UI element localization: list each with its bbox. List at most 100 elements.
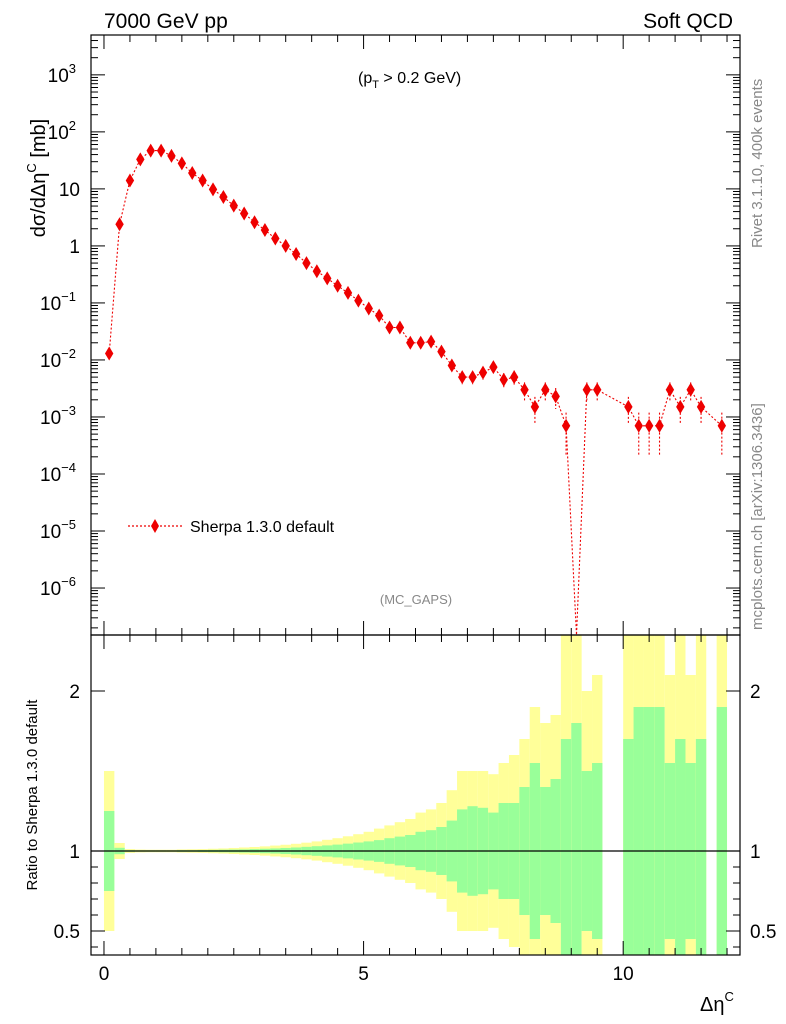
green-band-bin — [633, 707, 644, 955]
data-point — [541, 382, 550, 397]
data-point — [156, 143, 166, 158]
y-tick-label: 10−3 — [40, 403, 76, 429]
data-point — [530, 399, 540, 414]
data-point — [458, 370, 467, 385]
data-point — [250, 215, 259, 230]
x-tick-label: 0 — [99, 964, 110, 985]
data-point — [499, 372, 508, 387]
data-point — [665, 382, 675, 397]
legend-label: Sherpa 1.3.0 default — [190, 519, 335, 536]
header-right: Soft QCD — [643, 10, 733, 33]
y-tick-label: 10 — [59, 180, 80, 201]
data-point — [198, 173, 207, 188]
data-point — [717, 418, 727, 433]
data-point — [271, 231, 280, 246]
data-point — [489, 360, 498, 375]
data-point — [260, 223, 270, 238]
data-point — [686, 382, 695, 397]
y-tick-label: 10−6 — [40, 574, 76, 600]
rivet-version-label: Rivet 3.1.10, 400k events — [749, 79, 766, 248]
data-point — [125, 173, 135, 188]
green-band-bin — [623, 739, 634, 955]
green-band-bin — [560, 739, 572, 955]
y-tick-label: 103 — [48, 61, 76, 87]
data-point — [104, 346, 114, 361]
y-tick-label: 1 — [69, 237, 80, 258]
data-point — [188, 165, 197, 180]
green-band-bin — [654, 707, 665, 955]
data-point — [696, 399, 706, 414]
data-point — [136, 152, 145, 167]
data-point — [343, 285, 353, 300]
data-point — [281, 238, 290, 253]
cut-annotation: (pT > 0.2 GeV) — [358, 70, 461, 91]
y-tick-label: 10−4 — [40, 460, 76, 486]
x-tick-label: 5 — [358, 964, 369, 985]
data-point — [426, 334, 436, 349]
green-band-bin — [643, 707, 655, 955]
data-point — [385, 320, 394, 335]
y-tick-label: 10−1 — [40, 289, 76, 315]
data-point — [551, 389, 560, 404]
data-point — [509, 370, 519, 385]
data-point — [239, 206, 249, 221]
data-point — [364, 301, 373, 316]
data-point — [312, 264, 322, 279]
data-point — [447, 358, 457, 373]
data-point — [323, 271, 332, 286]
data-point — [115, 217, 124, 232]
data-point — [177, 156, 187, 171]
data-point — [676, 399, 685, 414]
data-point — [395, 320, 405, 335]
legend-marker — [151, 519, 159, 533]
data-point — [655, 418, 664, 433]
header-left: 7000 GeV pp — [104, 10, 228, 33]
ratio-y-tick-label: 0.5 — [54, 922, 80, 943]
data-point — [478, 365, 488, 380]
data-point — [229, 198, 238, 213]
data-point — [561, 418, 571, 433]
green-band-bin — [675, 739, 686, 955]
legend: Sherpa 1.3.0 default — [128, 519, 335, 536]
ratio-y-tick-label-right: 2 — [750, 682, 761, 703]
data-point — [291, 247, 301, 262]
data-point — [437, 344, 446, 359]
data-series — [104, 143, 727, 636]
data-point — [582, 382, 592, 397]
data-point — [333, 278, 342, 293]
x-axis-label: ΔηC — [700, 989, 734, 1016]
y-tick-label: 102 — [48, 118, 76, 144]
data-point — [302, 256, 311, 271]
data-point — [416, 335, 425, 350]
analysis-label: (MC_GAPS) — [380, 592, 452, 607]
data-point — [624, 399, 633, 414]
green-band-bin — [695, 739, 707, 955]
green-band-bin — [571, 723, 582, 955]
y-tick-label: 10−2 — [40, 346, 76, 372]
main-panel-frame — [90, 34, 741, 636]
data-point — [167, 148, 176, 163]
data-point — [354, 293, 363, 308]
ratio-y-tick-label: 1 — [69, 842, 80, 863]
data-point — [468, 370, 477, 385]
data-point — [644, 418, 654, 433]
y-axis-label: dσ/dΔηC [mb] — [24, 119, 50, 237]
y-tick-label: 10−5 — [40, 517, 76, 543]
data-point — [520, 382, 529, 397]
data-point — [208, 182, 218, 197]
green-band-bin — [716, 707, 728, 955]
data-point — [634, 418, 643, 433]
ratio-y-tick-label-right: 1 — [750, 842, 761, 863]
mcplots-reference-label: mcplots.cern.ch [arXiv:1306.3436] — [749, 403, 766, 630]
ratio-y-tick-label: 2 — [69, 682, 80, 703]
ratio-y-tick-label-right: 0.5 — [750, 922, 776, 943]
data-point — [593, 382, 602, 397]
data-point — [374, 308, 384, 323]
ratio-bands — [103, 635, 728, 955]
data-point — [146, 143, 155, 158]
data-point — [219, 190, 228, 205]
data-point — [406, 335, 415, 350]
ratio-y-axis-label: Ratio to Sherpa 1.3.0 default — [24, 699, 41, 891]
x-tick-label: 10 — [613, 964, 634, 985]
